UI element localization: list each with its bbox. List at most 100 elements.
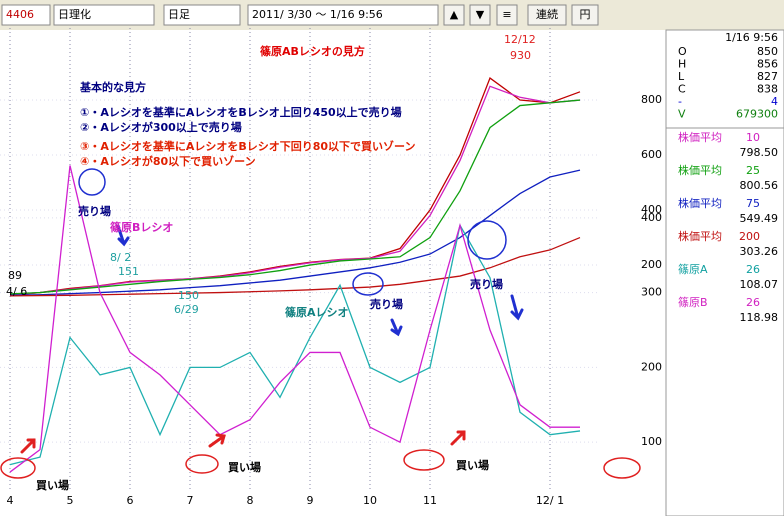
legend-label: 株価平均 (678, 163, 722, 177)
legend-value: 798.50 (740, 146, 779, 159)
field-text: 日理化 (58, 7, 91, 21)
annotation: ①・Aレシオを基準にAレシオをBレシオ上回り450以上で売り場 (80, 105, 402, 119)
y-tick-label: 200 (641, 360, 662, 373)
buy-circle (403, 449, 445, 471)
button[interactable] (443, 4, 465, 26)
legend-value: 800.56 (740, 179, 779, 192)
x-tick-label: 10 (363, 494, 377, 507)
quote-key: C (678, 83, 686, 96)
annotation: 売り場 (470, 277, 503, 291)
side-panel (665, 29, 784, 516)
field (53, 4, 155, 26)
legend-label: 株価平均 (678, 196, 722, 210)
annotation: 基本的な見方 (79, 80, 146, 94)
side-texts: 1/16 9:56 O 850 H 856 L 827 C 838 - 4 V 679300 株価平均 10… (678, 31, 778, 324)
arrow (208, 433, 226, 448)
legend-period: 26 (746, 296, 760, 309)
quote-key: H (678, 58, 686, 71)
annotation: 買い場 (36, 478, 69, 492)
x-tick-label: 7 (187, 494, 194, 507)
legend-value: 108.07 (740, 278, 779, 291)
field-text: 2011/ 3/30 ～ 1/16 9:56 (252, 8, 383, 21)
button-label[interactable]: ▼ (476, 8, 485, 21)
quote-value: 850 (757, 45, 778, 58)
annotation: 買い場 (228, 460, 261, 474)
plot (9, 77, 581, 473)
quote-value: 4 (771, 95, 778, 108)
legend-label: 株価平均 (678, 229, 722, 243)
annotation: 篠原Aレシオ (285, 305, 349, 319)
arrow (390, 318, 403, 337)
x-tick-label: 12/ 1 (536, 494, 564, 507)
buy-circle (0, 457, 36, 479)
legend-period: 25 (746, 164, 760, 177)
annotation: 篠原ABレシオの見方 (260, 44, 365, 58)
legend-period: 10 (746, 131, 760, 144)
button-label[interactable]: ≡ (502, 8, 511, 21)
y-tick-label: 300 (641, 286, 662, 299)
quote-value: 679300 (736, 108, 778, 121)
button[interactable] (527, 4, 567, 26)
legend-label: 篠原B (678, 295, 708, 309)
annotation: 89 (8, 269, 22, 282)
x-tick-label: 11 (423, 494, 437, 507)
x-tick-label: 8 (247, 494, 254, 507)
y-tick-label: 600 (641, 148, 662, 161)
quote-key: - (678, 95, 682, 108)
annotation: 8/ 2 (110, 251, 131, 264)
annotation: ④・Aレシオが80以下で買いゾーン (80, 154, 256, 168)
button-label[interactable]: 連続 (536, 7, 558, 21)
x-tick-label: 6 (127, 494, 134, 507)
arrow (510, 294, 524, 321)
legend-period: 75 (746, 197, 760, 210)
field-text: 4406 (6, 8, 34, 21)
series-line (9, 165, 580, 473)
quote-time: 1/16 9:56 (725, 31, 778, 44)
toolbar-items: 4406 日理化 日足 2011/ 3/30 ～ 1/16 9:56 ▲ ▼ ≡ 連続 円 (1, 4, 599, 26)
x-tick-label: 9 (307, 494, 314, 507)
annotation: ②・Aレシオが300以上で売り場 (80, 120, 242, 134)
x-tick-label: 5 (67, 494, 74, 507)
legend-label: 株価平均 (678, 130, 722, 144)
quote-value: 856 (757, 58, 778, 71)
legend-period: 26 (746, 263, 760, 276)
legend-period: 200 (739, 230, 760, 243)
legend-value: 303.26 (740, 245, 779, 258)
field (1, 4, 51, 26)
buy-circle (185, 454, 219, 474)
legend-value: 118.98 (740, 311, 779, 324)
annotation: ③・Aレシオを基準にAレシオをBレシオ下回り80以下で買いゾーン (80, 139, 415, 153)
legend-label: 篠原A (678, 262, 708, 276)
annotation: 買い場 (456, 458, 489, 472)
y-tick-label: 400 (641, 211, 662, 224)
button-label[interactable]: ▲ (450, 8, 459, 21)
annotation: 12/12 (504, 33, 536, 46)
y-tick-label: 200 (641, 258, 662, 271)
quote-key: O (678, 45, 687, 58)
quote-key: L (678, 70, 685, 83)
button[interactable] (469, 4, 491, 26)
arrow (20, 438, 36, 454)
arrow (450, 430, 466, 446)
sell-circle (352, 272, 384, 296)
button[interactable] (571, 4, 599, 26)
annotation: 930 (510, 49, 531, 62)
quote-value: 838 (757, 83, 778, 96)
button[interactable] (496, 4, 518, 26)
quote-value: 827 (757, 70, 778, 83)
annotation: 4/ 6 (6, 285, 27, 298)
series-line (9, 169, 581, 296)
y-tick-label: 400 (641, 203, 662, 216)
field-text: 日足 (168, 8, 190, 21)
x-tick-label: 4 (7, 494, 14, 507)
series-line (9, 85, 581, 296)
y-tick-label: 800 (641, 93, 662, 106)
legend-value: 549.49 (740, 212, 779, 225)
buy-circle (603, 457, 641, 479)
annotation: 151 (118, 265, 139, 278)
quote-key: V (678, 108, 686, 121)
button-label[interactable]: 円 (580, 8, 591, 21)
annotation: 6/29 (174, 303, 199, 316)
